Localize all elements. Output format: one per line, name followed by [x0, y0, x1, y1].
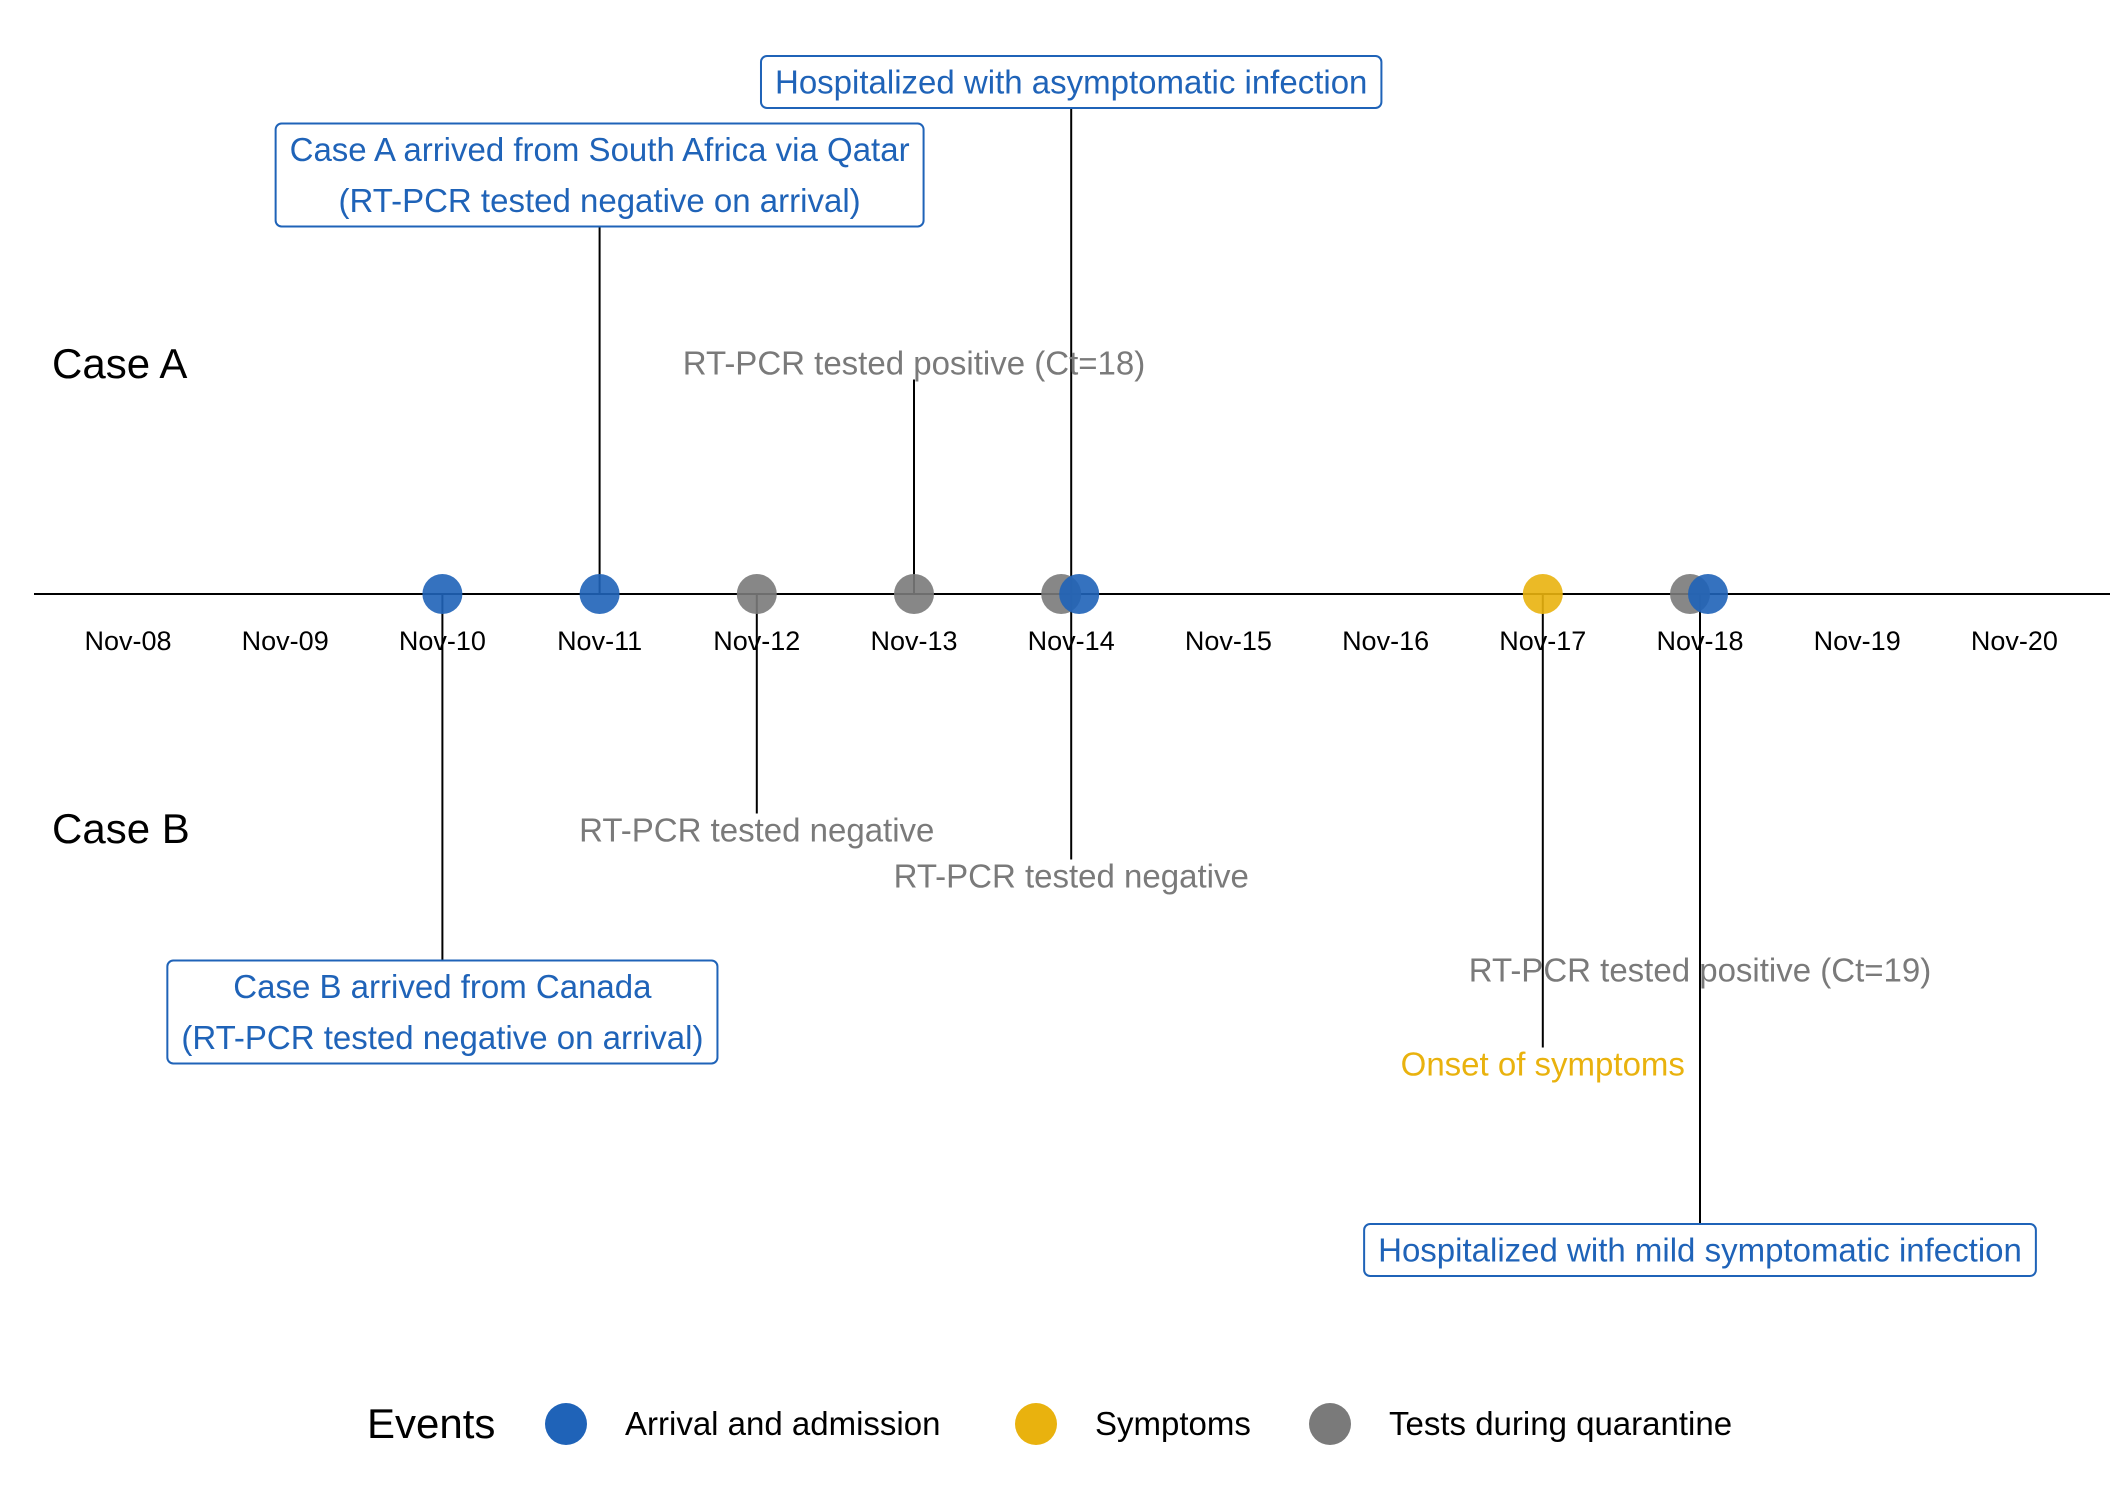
date-label: Nov-11 — [557, 626, 642, 656]
legend-items: Arrival and admission Symptoms Tests durin… — [545, 1403, 1732, 1445]
event-label-line: Onset of symptoms — [1401, 1046, 1685, 1083]
event-labels: Case B arrived from Canada (RT-PCR tested… — [166, 55, 2037, 1277]
event-label-line: RT-PCR tested positive (Ct=19) — [1469, 952, 1931, 989]
event-label-line: Case A arrived from South Africa via Qat… — [290, 131, 910, 168]
date-label: Nov-18 — [1656, 626, 1743, 656]
date-tick-labels: Nov-08 Nov-09 Nov-10 Nov-11 Nov-12 Nov-13 Nov-… — [84, 626, 2057, 656]
event-label-a-hospitalized: Hospitalized with asymptomatic infection — [759, 55, 1383, 109]
event-marker-a-arrival — [579, 574, 620, 614]
legend-swatch — [545, 1403, 587, 1445]
event-label-line: (RT-PCR tested negative on arrival) — [181, 1019, 703, 1056]
legend-item-arrival: Arrival and admission — [545, 1403, 940, 1445]
event-marker-a-test-positive — [894, 574, 934, 614]
legend-label: Symptoms — [1095, 1405, 1251, 1442]
date-label: Nov-15 — [1185, 626, 1272, 656]
legend-label: Tests during quarantine — [1389, 1405, 1732, 1442]
event-label-box — [274, 122, 925, 228]
date-label: Nov-08 — [84, 626, 171, 656]
date-label: Nov-14 — [1028, 626, 1115, 656]
date-label: Nov-09 — [242, 626, 329, 656]
event-label-b-test-2: RT-PCR tested negative — [894, 858, 1249, 895]
legend-swatch — [1015, 1403, 1057, 1445]
date-label: Nov-10 — [399, 626, 486, 656]
date-label: Nov-16 — [1342, 626, 1429, 656]
event-marker-b-arrival — [422, 574, 463, 614]
event-label-line: Hospitalized with mild symptomatic infec… — [1378, 1232, 2022, 1269]
event-label-line: Hospitalized with asymptomatic infection — [775, 64, 1367, 101]
event-label-line: RT-PCR tested negative — [579, 812, 934, 849]
date-label: Nov-19 — [1814, 626, 1901, 656]
case-b-label: Case B — [52, 805, 190, 852]
event-label-line: Case B arrived from Canada — [233, 968, 652, 1005]
legend-item-symptoms: Symptoms — [1015, 1403, 1251, 1445]
event-label-b-test-1: RT-PCR tested negative — [579, 812, 934, 849]
date-label: Nov-13 — [870, 626, 957, 656]
connector-lines — [441, 108, 1701, 1224]
event-label-b-symptoms: Onset of symptoms — [1401, 1046, 1685, 1083]
date-label: Nov-17 — [1499, 626, 1586, 656]
event-label-line: (RT-PCR tested negative on arrival) — [339, 182, 861, 219]
date-label: Nov-12 — [713, 626, 800, 656]
event-marker-b-test-1 — [736, 574, 777, 614]
event-marker-b-hospitalized — [1688, 574, 1728, 614]
legend-swatch — [1309, 1403, 1351, 1445]
event-marker-a-hospitalized — [1059, 574, 1100, 614]
event-marker-b-symptoms — [1522, 574, 1563, 614]
event-label-line: RT-PCR tested positive (Ct=18) — [683, 345, 1145, 382]
legend-title: Events — [367, 1400, 495, 1447]
event-label-a-arrival: Case A arrived from South Africa via Qat… — [274, 122, 925, 228]
event-label-b-arrival: Case B arrived from Canada (RT-PCR tested… — [166, 959, 719, 1065]
legend-item-tests: Tests during quarantine — [1309, 1403, 1732, 1445]
legend: Events Arrival and admission Symptoms Test… — [367, 1400, 1732, 1447]
event-label-b-test-positive: RT-PCR tested positive (Ct=19) — [1469, 952, 1931, 989]
event-label-a-test-positive: RT-PCR tested positive (Ct=18) — [683, 345, 1145, 382]
case-a-label: Case A — [52, 340, 187, 387]
event-label-b-hospitalized: Hospitalized with mild symptomatic infec… — [1363, 1223, 2037, 1277]
event-label-box — [1363, 1223, 2037, 1277]
event-markers — [422, 574, 1728, 614]
event-label-box — [759, 55, 1383, 109]
event-label-box — [166, 959, 719, 1065]
legend-label: Arrival and admission — [625, 1405, 940, 1442]
date-label: Nov-20 — [1971, 626, 2058, 656]
event-label-line: RT-PCR tested negative — [894, 858, 1249, 895]
